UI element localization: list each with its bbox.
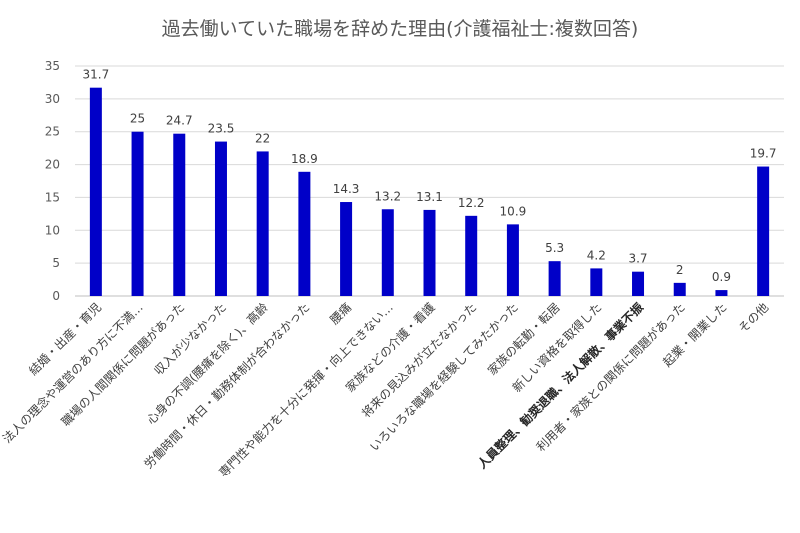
bar (465, 215, 478, 296)
y-tick-label: 5 (52, 256, 60, 270)
data-label: 23.5 (208, 122, 235, 136)
y-tick-label: 0 (52, 289, 60, 303)
chart-title: 過去働いていた職場を辞めた理由(介護福祉士:複数回答) (162, 18, 639, 40)
category-label: 家族の転勤・転居 (484, 300, 562, 378)
bars (89, 87, 770, 296)
bar (757, 166, 770, 296)
data-label: 2 (676, 263, 684, 277)
data-label: 14.3 (333, 182, 360, 196)
bar (298, 171, 311, 296)
bar (423, 209, 436, 296)
y-tick-label: 20 (45, 158, 60, 172)
data-label: 5.3 (545, 241, 564, 255)
bar (673, 282, 686, 296)
y-tick-label: 25 (45, 125, 60, 139)
bar (590, 268, 603, 296)
category-label: いろいろな職場を経験してみたかった (366, 300, 521, 455)
data-label: 18.9 (291, 152, 318, 166)
data-label: 22 (255, 131, 270, 145)
category-label: 結婚・出産・育児 (25, 300, 103, 378)
y-tick-label: 35 (45, 59, 60, 73)
bar (340, 202, 353, 296)
data-label: 4.2 (587, 248, 606, 262)
data-label: 31.7 (82, 68, 109, 82)
data-label: 19.7 (750, 147, 777, 161)
data-label: 24.7 (166, 114, 193, 128)
bar (506, 224, 519, 296)
y-axis-ticks: 0 5 10 15 20 25 30 35 (45, 59, 60, 303)
category-labels: 結婚・出産・育児法人の理念や運営のあり方に不満…職場の人間関係に問題があった収入… (0, 300, 771, 480)
bar (131, 131, 144, 296)
data-label: 10.9 (500, 204, 527, 218)
data-label: 12.2 (458, 196, 485, 210)
data-label: 13.1 (416, 190, 443, 204)
bar (89, 87, 102, 296)
bar (214, 141, 227, 296)
data-label: 0.9 (712, 270, 731, 284)
bar (256, 151, 269, 296)
category-label: 利用者・家族との関係に問題があった (533, 300, 688, 455)
category-label: 腰痛 (327, 300, 355, 328)
bar (632, 271, 645, 296)
bar (173, 133, 186, 296)
category-label: その他 (736, 300, 771, 335)
data-labels: 31.7 25 24.7 23.5 22 18.9 14.3 13.2 13.1 12.2 10.9… (82, 68, 776, 284)
y-tick-label: 30 (45, 92, 60, 106)
bar (548, 261, 561, 296)
category-label: 収入が少なかった (151, 300, 229, 378)
data-label: 3.7 (628, 252, 647, 266)
y-tick-label: 10 (45, 223, 60, 237)
bar (381, 209, 394, 296)
data-label: 25 (130, 112, 145, 126)
data-label: 13.2 (374, 189, 401, 203)
bar (715, 290, 728, 296)
y-tick-label: 15 (45, 190, 60, 204)
